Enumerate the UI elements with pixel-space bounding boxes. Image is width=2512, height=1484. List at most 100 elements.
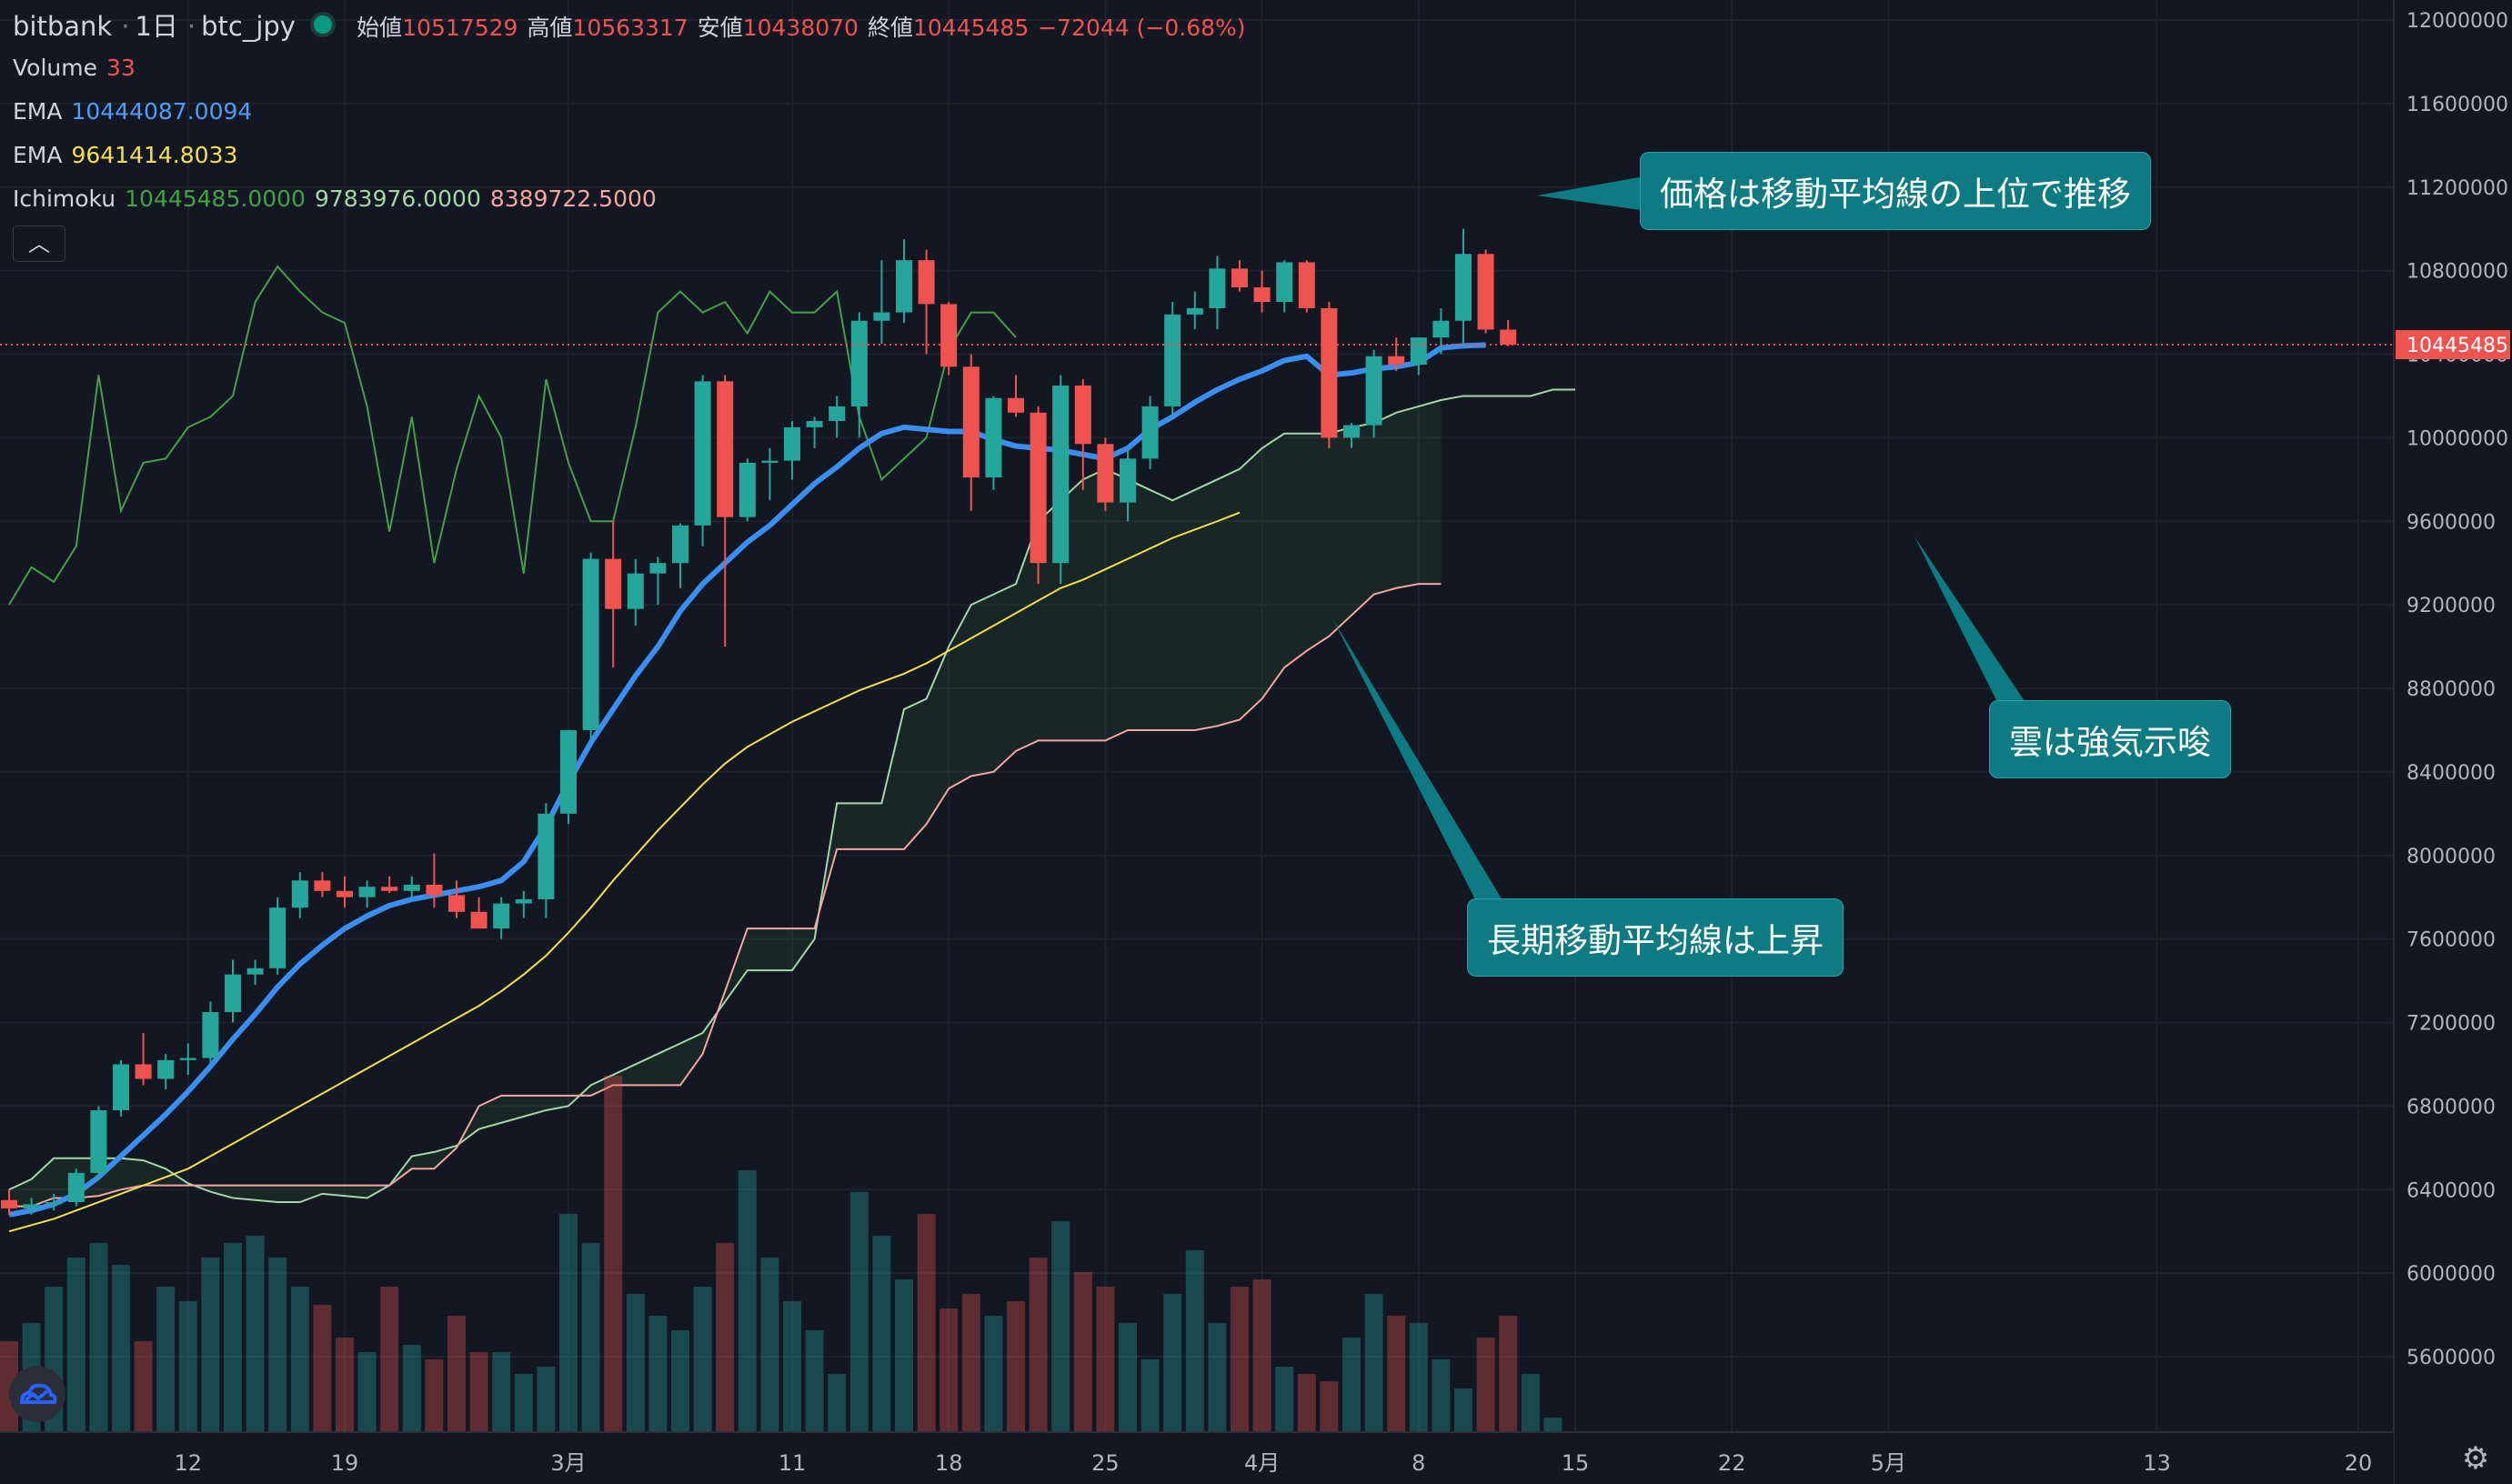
volume-bar (336, 1338, 354, 1432)
volume-bar (1163, 1294, 1182, 1432)
candle-body (493, 903, 510, 929)
price-tick-label: 9600000 (2406, 511, 2496, 534)
chikou-span-line (8, 265, 1017, 606)
tradingview-logo[interactable] (9, 1366, 65, 1422)
candle-body (649, 563, 667, 574)
price-tick-label: 11200000 (2406, 177, 2508, 200)
volume-bar (984, 1316, 1003, 1432)
price-tick-label: 5600000 (2406, 1347, 2496, 1369)
price-tick-label: 8400000 (2406, 762, 2496, 785)
candle-body (314, 880, 331, 891)
annotation-long-ma[interactable]: 長期移動平均線は上昇 (1467, 898, 1844, 977)
volume-bar (1185, 1250, 1204, 1432)
volume-bar (1521, 1374, 1540, 1432)
price-tick-label: 12000000 (2406, 10, 2508, 33)
price-tick-label: 9200000 (2406, 595, 2496, 617)
ema-slow-legend[interactable]: EMA 9641414.8033 (13, 142, 238, 168)
candle-body (717, 381, 734, 517)
volume-bar (693, 1287, 712, 1432)
candle-body (1432, 320, 1450, 338)
price-tick-label: 6000000 (2406, 1263, 2496, 1286)
volume-bar (1252, 1279, 1271, 1432)
candle-body (202, 1012, 219, 1058)
candle-body (1186, 307, 1203, 315)
volume-bar (313, 1305, 332, 1432)
candle-body (426, 884, 443, 896)
candle-body (896, 260, 912, 313)
candle-body (1276, 262, 1293, 303)
candle-body (1030, 412, 1047, 564)
volume-bar (66, 1258, 85, 1432)
volume-bar (895, 1279, 913, 1432)
settings-gear-icon[interactable]: ⚙ (2461, 1440, 2490, 1477)
candle-body (1141, 406, 1159, 459)
candle-body (1074, 385, 1091, 445)
candle-body (1097, 444, 1114, 503)
current-price-label: 10445485 (2406, 335, 2508, 357)
candle-body (1388, 356, 1405, 365)
volume-bar (1543, 1418, 1562, 1432)
time-tick-label: 18 (935, 1450, 963, 1476)
current-price-badge (2396, 330, 2510, 360)
change-value: −72044 (−0.68%) (1038, 15, 1246, 41)
volume-bar (1499, 1316, 1518, 1432)
candle-body (761, 460, 779, 463)
ema-slow-line (8, 511, 1241, 1233)
volume-bar (224, 1243, 242, 1432)
candle-body (873, 312, 890, 321)
volume-bar (1297, 1374, 1316, 1432)
candle-body (850, 320, 868, 406)
candle-body (1321, 307, 1338, 438)
candle-body (135, 1064, 152, 1079)
volume-value: 33 (106, 55, 136, 81)
candle-body (560, 729, 577, 814)
candle-body (291, 880, 308, 908)
candle-body (918, 260, 935, 305)
ichimoku-legend[interactable]: Ichimoku 10445485.0000 9783976.0000 8389722… (13, 186, 657, 212)
candle-body (1455, 254, 1472, 321)
annotation-price[interactable]: 価格は移動平均線の上位で推移 (1640, 152, 2151, 230)
candle-body (627, 573, 644, 609)
volume-bar (559, 1214, 578, 1432)
ichimoku-value-3: 8389722.5000 (489, 186, 657, 212)
collapse-legend-button[interactable]: ︿ (13, 226, 65, 262)
volume-bar (1140, 1359, 1160, 1432)
candle-body (113, 1064, 129, 1110)
symbol-name: btc_jpy (201, 11, 296, 42)
volume-bar (425, 1359, 444, 1432)
candle-body (962, 366, 980, 478)
time-tick-label: 5月 (1871, 1450, 1906, 1476)
candle-body (448, 895, 465, 912)
candle-body (246, 968, 264, 975)
cloud-logo-icon (19, 1383, 57, 1404)
volume-bar (1096, 1287, 1115, 1432)
volume-bar (268, 1258, 287, 1432)
time-tick-label: 15 (1562, 1450, 1590, 1476)
candle-body (515, 898, 532, 904)
ichimoku-value-1: 10445485.0000 (125, 186, 306, 212)
candle-body (403, 884, 420, 891)
ema-fast-value: 10444087.0094 (71, 98, 253, 125)
candle-body (940, 304, 958, 367)
candle-body (806, 421, 823, 427)
candle-body (1209, 268, 1226, 308)
candle-body (1343, 425, 1360, 438)
time-tick-label: 25 (1091, 1450, 1120, 1476)
volume-bar (537, 1367, 556, 1432)
candle-body (672, 525, 688, 564)
ohlc-readout: 始値10517529 高値10563317 安値10438070 終値10445485… (357, 15, 1246, 41)
price-tick-label: 10000000 (2406, 427, 2508, 450)
annotation-cloud[interactable]: 雲は強気示唆 (1989, 700, 2231, 778)
candle-body (90, 1109, 107, 1173)
candle-body (1, 1199, 17, 1208)
volume-bar (1409, 1323, 1428, 1432)
candle-body (1120, 458, 1136, 503)
price-tick-label: 6400000 (2406, 1179, 2496, 1202)
volume-bar (1073, 1272, 1092, 1432)
low-value: 10438070 (742, 15, 859, 41)
volume-bar (917, 1214, 936, 1432)
candle-body (985, 397, 1002, 478)
volume-legend[interactable]: Volume 33 (13, 55, 136, 81)
ema-fast-legend[interactable]: EMA 10444087.0094 (13, 98, 253, 125)
